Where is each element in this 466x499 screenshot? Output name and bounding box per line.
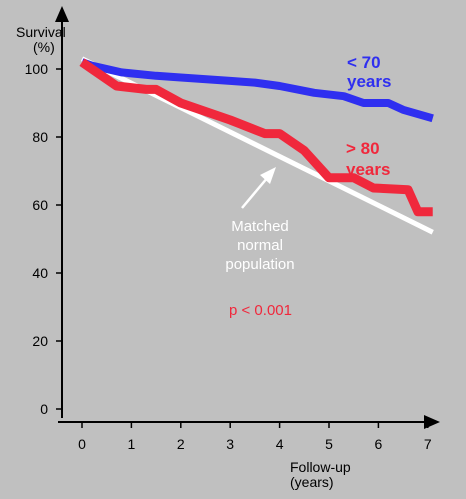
y-axis-arrow	[55, 6, 69, 22]
series-label-under-70-line: < 70	[347, 53, 381, 72]
series-label-over-80: > 80 years	[346, 139, 390, 179]
y-tick-label: 80	[32, 129, 48, 145]
y-tick-label: 0	[40, 401, 48, 417]
x-axis-title-line: (years)	[290, 474, 334, 490]
series-label-matched-population-line: normal	[237, 237, 283, 254]
x-tick-label: 0	[78, 436, 86, 452]
y-tick-label: 100	[25, 61, 49, 77]
x-tick-label: 2	[177, 436, 185, 452]
annotation-arrow-head	[260, 167, 276, 184]
y-tick-label: 20	[32, 333, 48, 349]
x-tick-label: 5	[325, 436, 333, 452]
x-axis-title-line: Follow-up	[290, 459, 351, 475]
series-over-80-line	[79, 58, 433, 217]
x-axis-arrow	[424, 415, 440, 429]
x-axis-title: Follow-up (years)	[290, 459, 351, 490]
annotation-arrow-shaft	[241, 176, 269, 209]
series-label-under-70-line: years	[347, 72, 391, 91]
series-label-over-80-line: years	[346, 160, 390, 179]
x-tick-label: 4	[276, 436, 284, 452]
p-value-annotation: p < 0.001	[229, 302, 292, 319]
series-label-matched-population-line: Matched	[231, 218, 289, 235]
series-label-matched-population: Matched normal population	[225, 218, 294, 273]
series-label-matched-population-line: population	[225, 256, 294, 273]
y-axis-title-line: Survival	[16, 24, 66, 40]
x-tick-label: 3	[226, 436, 234, 452]
x-tick-label: 1	[128, 436, 136, 452]
axes: 0 20 40 60 80 100 0 1 2 3 4 5 6 7 Survival (%) Follow-up…	[16, 6, 440, 490]
series-label-under-70: < 70 years	[347, 53, 391, 91]
y-tick-label: 60	[32, 197, 48, 213]
series-under-70-line	[80, 58, 434, 123]
x-tick-label: 6	[375, 436, 383, 452]
series-lines	[79, 56, 434, 235]
series-label-over-80-line: > 80	[346, 139, 380, 158]
y-tick-label: 40	[32, 265, 48, 281]
x-tick-label: 7	[424, 436, 432, 452]
y-axis-title: Survival (%)	[16, 24, 66, 55]
y-axis-title-line: (%)	[33, 39, 55, 55]
